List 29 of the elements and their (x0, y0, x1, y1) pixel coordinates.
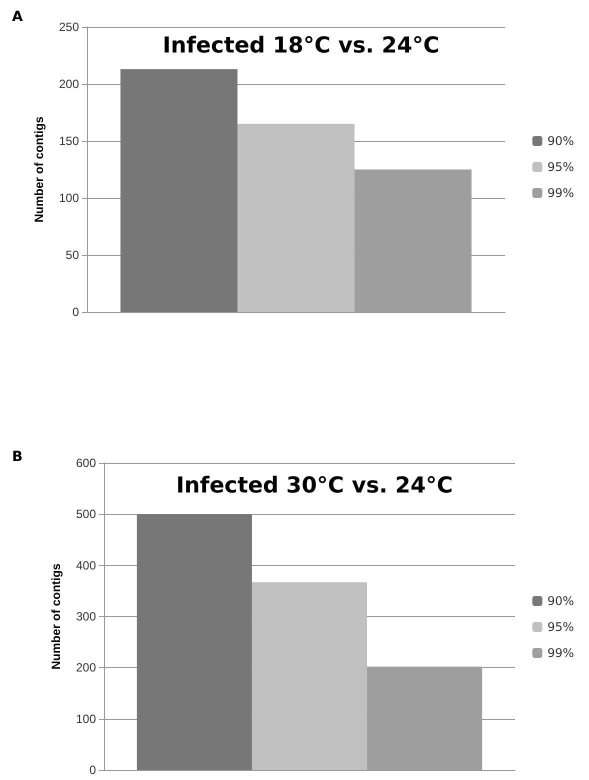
text: B (12, 449, 23, 465)
legend-label: 99% (547, 186, 574, 200)
y-tick-label: 200 (76, 660, 96, 675)
text: Infected 30°C vs. 24°C (176, 474, 453, 498)
y-axis-title: Number of contigs (32, 116, 46, 223)
y-tick-label: 300 (76, 610, 96, 624)
legend-label: 95% (547, 620, 574, 634)
bar (136, 514, 252, 770)
legend-label: 90% (547, 594, 574, 608)
y-axis-title: Number of contigs (49, 563, 63, 670)
y-tick-label: 100 (58, 191, 80, 205)
y-tick-label: 0 (72, 305, 80, 319)
y-tick-label: 250 (58, 20, 80, 34)
y-tick-label: 500 (76, 507, 96, 522)
legend-label: 95% (547, 160, 574, 174)
legend-label: 90% (547, 134, 574, 148)
legend-label: 99% (547, 646, 574, 660)
y-tick-label: 100 (76, 712, 96, 726)
y-tick-label: 400 (76, 558, 96, 572)
y-tick-label: 150 (58, 134, 80, 148)
chart-title: Infected 18°C vs. 24°C (162, 34, 440, 58)
y-tick-label: 200 (58, 77, 80, 91)
y-tick-label: 50 (66, 248, 80, 262)
y-tick-label: 0 (89, 763, 96, 777)
y-tick-label: 600 (76, 456, 96, 470)
text: A (12, 9, 23, 25)
bar (252, 582, 368, 770)
bar (120, 69, 238, 312)
bar (237, 124, 355, 312)
